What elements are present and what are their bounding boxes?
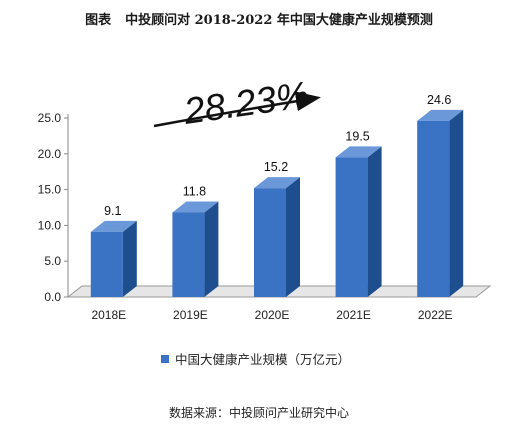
bar-front xyxy=(172,212,205,297)
bar-front xyxy=(335,157,368,297)
legend-swatch xyxy=(161,355,169,363)
bar-top xyxy=(254,177,300,189)
bar-top xyxy=(335,146,382,158)
legend: 中国大健康产业规模（万亿元） xyxy=(161,352,350,367)
chart-title: 图表 中投顾问对 2018-2022 年中国大健康产业规模预测 xyxy=(0,9,518,28)
growth-annotation: 28.23% xyxy=(153,74,321,132)
bar-top xyxy=(172,201,219,213)
bar-side xyxy=(286,177,300,297)
growth-arrow xyxy=(153,91,321,128)
data-label: 15.2 xyxy=(264,160,288,174)
bar-top xyxy=(90,220,137,232)
bar-front xyxy=(417,120,450,297)
legend-label: 中国大健康产业规模（万亿元） xyxy=(175,352,350,367)
y-tick-label: 5.0 xyxy=(44,254,61,268)
x-tick-label: 2019E xyxy=(173,308,208,322)
plot-axes: 0.0 5.0 10.0 15.0 20.0 25.0 2018E 2019E 2020E 202… xyxy=(38,111,453,322)
figure-title: 中投顾问对 2018-2022 年中国大健康产业规模预测 xyxy=(125,13,433,28)
bars-group xyxy=(90,109,464,297)
data-labels-group: 9.1 11.8 15.2 19.5 24.6 xyxy=(104,93,451,218)
y-tick-label: 0.0 xyxy=(44,290,61,304)
data-source: 数据来源：中投顾问产业研究中心 xyxy=(168,406,349,420)
bar-side xyxy=(367,146,382,297)
x-tick-label: 2020E xyxy=(255,308,290,322)
data-label: 24.6 xyxy=(427,93,451,107)
bar xyxy=(254,177,300,297)
growth-rate-label: 28.23% xyxy=(180,74,311,132)
bar-top xyxy=(417,109,464,121)
bar-side xyxy=(204,201,219,297)
bar-side xyxy=(122,220,137,297)
y-tick-label: 25.0 xyxy=(38,111,62,125)
data-label: 19.5 xyxy=(345,129,369,143)
figure-label: 图表 xyxy=(85,13,112,28)
data-label: 9.1 xyxy=(104,204,121,218)
bar-side xyxy=(449,109,464,297)
y-tick-label: 10.0 xyxy=(38,218,62,232)
x-tick-label: 2021E xyxy=(336,308,371,322)
bar-front xyxy=(90,231,123,297)
x-tick-label: 2022E xyxy=(418,308,453,322)
bar-front xyxy=(254,188,286,297)
data-label: 11.8 xyxy=(183,185,206,199)
y-tick-label: 15.0 xyxy=(38,183,62,197)
x-tick-label: 2018E xyxy=(91,308,126,322)
bar xyxy=(172,201,219,297)
y-tick-label: 20.0 xyxy=(38,147,62,161)
bar xyxy=(90,220,137,297)
bar xyxy=(417,109,464,297)
bar xyxy=(335,146,382,297)
